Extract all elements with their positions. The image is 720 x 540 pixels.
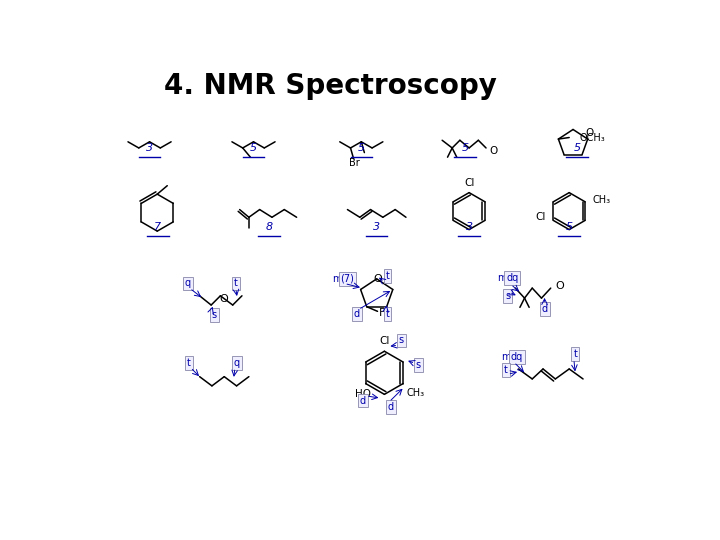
Text: 3: 3: [466, 222, 472, 232]
Text: m: m: [497, 273, 506, 283]
Text: t: t: [573, 349, 577, 359]
Text: m: m: [501, 353, 510, 362]
Text: CH₃: CH₃: [406, 388, 424, 398]
Text: t: t: [187, 358, 191, 368]
Text: F: F: [379, 308, 385, 318]
Text: 7: 7: [155, 222, 161, 232]
Text: s: s: [399, 335, 404, 346]
Text: q: q: [233, 358, 240, 368]
Text: dq: dq: [510, 353, 523, 362]
Text: Cl: Cl: [535, 212, 546, 222]
Text: 5: 5: [566, 222, 573, 232]
Text: m: m: [332, 274, 341, 284]
Text: s: s: [505, 291, 510, 301]
Text: O: O: [585, 127, 593, 138]
Text: d: d: [354, 309, 360, 319]
Text: s: s: [212, 310, 217, 320]
Text: dq: dq: [506, 273, 518, 283]
Text: t: t: [385, 271, 390, 281]
Text: d: d: [541, 304, 548, 314]
Text: s: s: [415, 360, 421, 370]
Text: Cl: Cl: [379, 336, 390, 346]
Text: 5: 5: [462, 143, 469, 153]
Text: Br: Br: [349, 158, 360, 167]
Text: 4. NMR Spectroscopy: 4. NMR Spectroscopy: [164, 72, 497, 100]
Text: HO: HO: [354, 389, 371, 400]
Text: OCH₃: OCH₃: [580, 132, 606, 143]
Text: O: O: [374, 274, 382, 284]
Text: t: t: [504, 364, 508, 375]
Text: 3: 3: [146, 143, 153, 153]
Text: 5: 5: [250, 143, 257, 153]
Text: q: q: [185, 279, 191, 288]
Text: CH₃: CH₃: [593, 195, 611, 205]
Text: t: t: [385, 309, 390, 319]
Text: 8: 8: [266, 222, 272, 232]
Text: d: d: [360, 395, 366, 406]
Text: O: O: [555, 281, 564, 291]
Text: O: O: [219, 294, 228, 304]
Text: 5: 5: [358, 143, 365, 153]
Text: Cl: Cl: [464, 178, 474, 187]
Text: t: t: [234, 279, 238, 288]
Text: O: O: [489, 146, 498, 156]
Text: (7): (7): [341, 274, 354, 284]
Text: 5: 5: [573, 143, 580, 153]
Text: 3: 3: [373, 222, 380, 232]
Text: d: d: [387, 402, 394, 411]
